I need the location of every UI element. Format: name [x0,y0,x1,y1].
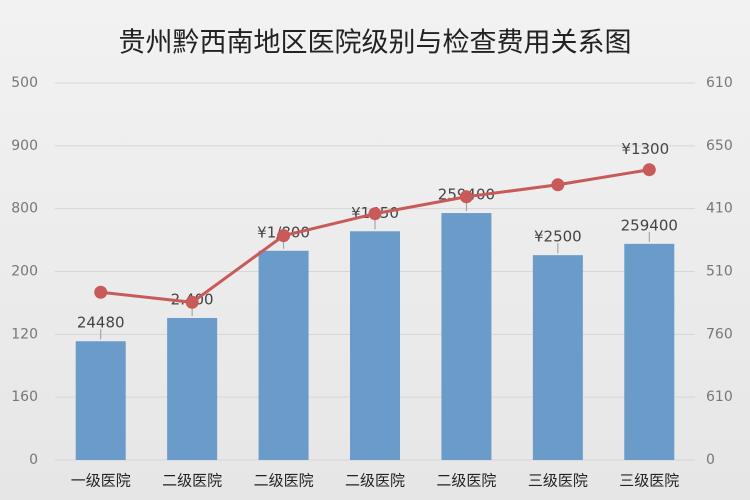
line-point [277,229,291,243]
data-label: 259400 [621,216,678,234]
line-point [459,190,473,204]
y2-tick-label: 410 [706,201,733,217]
y-tick-label: 0 [29,452,38,468]
x-tick-label: 二级医院 [436,472,496,490]
y2-tick-label: 650 [706,138,733,154]
line-end-label: ¥1300 [621,140,669,158]
chart-title: 贵州黔西南地区医院级别与检查费用关系图 [119,28,632,59]
y-tick-label: 120 [11,326,38,342]
x-tick-label: 一级医院 [71,472,131,490]
data-label: ¥2500 [534,228,582,246]
x-tick-label: 二级医院 [162,472,222,490]
line-point [94,285,108,299]
line-point [368,207,382,221]
bar [532,255,583,460]
y2-tick-label: 510 [706,264,733,280]
y2-tick-label: 610 [706,75,733,91]
x-tick-label: 三级医院 [528,472,588,490]
y-tick-label: 900 [11,138,38,154]
bar [167,317,218,460]
data-label: 24480 [77,314,125,332]
x-tick-label: 三级医院 [619,472,679,490]
y-tick-label: 800 [11,201,38,217]
line-point [551,178,565,192]
line-point [185,295,199,309]
bar [441,213,492,460]
bar [75,341,126,460]
x-tick-label: 二级医院 [345,472,405,490]
y-tick-label: 500 [11,75,38,91]
y2-tick-label: 760 [706,326,733,342]
x-tick-label: 二级医院 [254,472,314,490]
y2-tick-label: 0 [706,452,715,468]
line-point [642,163,656,177]
bar [258,250,309,460]
y-tick-label: 160 [11,389,38,405]
bar [624,243,675,460]
bar [350,231,400,460]
y-tick-label: 200 [11,264,38,280]
y2-tick-label: 610 [706,389,733,405]
